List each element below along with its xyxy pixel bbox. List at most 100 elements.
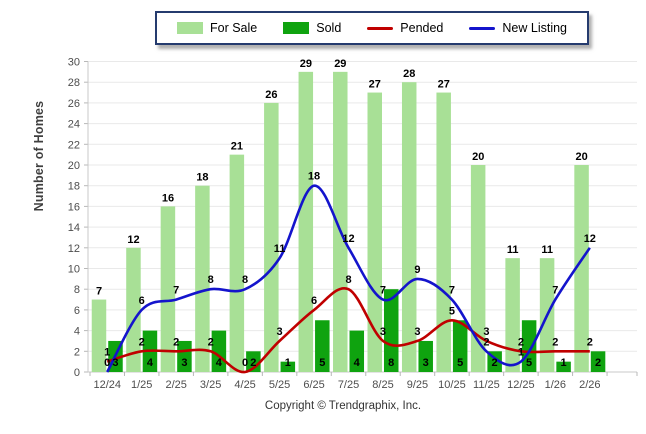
- svg-text:20: 20: [472, 151, 484, 163]
- svg-text:4: 4: [74, 326, 80, 338]
- svg-text:2: 2: [518, 336, 524, 348]
- svg-text:9: 9: [414, 264, 420, 276]
- svg-text:12: 12: [68, 243, 80, 255]
- svg-text:2: 2: [139, 336, 145, 348]
- svg-text:0: 0: [104, 357, 110, 369]
- svg-text:7: 7: [380, 285, 386, 297]
- svg-text:1: 1: [518, 347, 524, 359]
- svg-text:18: 18: [196, 172, 208, 184]
- svg-text:2: 2: [492, 357, 498, 369]
- svg-text:3: 3: [423, 357, 429, 369]
- svg-text:6: 6: [74, 305, 80, 317]
- svg-text:11: 11: [274, 243, 286, 255]
- svg-text:22: 22: [68, 139, 80, 151]
- svg-text:2: 2: [595, 357, 601, 369]
- svg-text:12: 12: [584, 233, 596, 245]
- svg-text:5: 5: [526, 357, 532, 369]
- svg-text:3: 3: [414, 326, 420, 338]
- svg-text:29: 29: [300, 58, 312, 70]
- svg-text:7: 7: [449, 285, 455, 297]
- svg-text:9/25: 9/25: [407, 379, 428, 391]
- svg-text:11/25: 11/25: [473, 379, 500, 391]
- svg-text:2/25: 2/25: [165, 379, 186, 391]
- svg-text:24: 24: [68, 119, 80, 131]
- svg-text:2: 2: [74, 346, 80, 358]
- svg-text:18: 18: [308, 171, 320, 183]
- pended-line: [106, 286, 590, 374]
- svg-text:3/25: 3/25: [200, 379, 221, 391]
- svg-text:8: 8: [388, 357, 394, 369]
- svg-text:12/25: 12/25: [507, 379, 535, 391]
- svg-text:20: 20: [575, 151, 587, 163]
- svg-text:2: 2: [483, 336, 489, 348]
- svg-text:8: 8: [345, 274, 351, 286]
- svg-text:1/26: 1/26: [545, 379, 566, 391]
- svg-text:4/25: 4/25: [234, 379, 255, 391]
- svg-text:21: 21: [231, 141, 243, 153]
- svg-text:2/26: 2/26: [579, 379, 600, 391]
- svg-text:3: 3: [483, 326, 489, 338]
- legend-item-for-sale: For Sale: [177, 21, 257, 35]
- svg-text:3: 3: [181, 357, 187, 369]
- new-listing-line: [106, 184, 591, 373]
- svg-text:7: 7: [552, 285, 558, 297]
- svg-text:2: 2: [552, 336, 558, 348]
- legend-label-new-listing: New Listing: [502, 21, 568, 35]
- svg-text:26: 26: [68, 98, 80, 110]
- svg-text:16: 16: [162, 192, 174, 204]
- svg-text:12: 12: [127, 234, 139, 246]
- svg-text:0: 0: [74, 367, 80, 379]
- svg-text:4: 4: [216, 357, 223, 369]
- svg-text:5: 5: [457, 357, 463, 369]
- svg-text:11: 11: [541, 244, 553, 256]
- svg-text:7: 7: [173, 285, 179, 297]
- svg-text:1: 1: [285, 357, 291, 369]
- svg-text:3: 3: [277, 326, 283, 338]
- svg-text:4: 4: [147, 357, 154, 369]
- legend-label-for-sale: For Sale: [210, 21, 258, 35]
- sold-swatch-icon: [283, 22, 310, 34]
- svg-text:26: 26: [265, 89, 277, 101]
- svg-text:8: 8: [208, 274, 214, 286]
- legend-item-new-listing: New Listing: [469, 21, 567, 35]
- svg-text:7: 7: [96, 286, 102, 298]
- svg-text:2: 2: [208, 336, 214, 348]
- svg-text:16: 16: [68, 201, 80, 213]
- svg-text:0: 0: [242, 357, 248, 369]
- svg-text:3: 3: [380, 326, 386, 338]
- svg-text:8: 8: [74, 284, 80, 296]
- svg-text:14: 14: [68, 222, 80, 234]
- svg-text:6: 6: [139, 295, 145, 307]
- svg-text:12: 12: [342, 233, 354, 245]
- svg-text:6: 6: [311, 295, 317, 307]
- svg-text:4: 4: [354, 357, 361, 369]
- chart-legend: For Sale Sold Pended New Listing: [155, 11, 590, 45]
- svg-text:12/24: 12/24: [93, 379, 121, 391]
- svg-text:8: 8: [242, 274, 248, 286]
- for-sale-swatch-icon: [177, 22, 203, 34]
- svg-text:7/25: 7/25: [338, 379, 359, 391]
- svg-text:1: 1: [560, 357, 566, 369]
- svg-text:1: 1: [104, 347, 110, 359]
- svg-text:28: 28: [403, 68, 415, 80]
- svg-text:2: 2: [173, 336, 179, 348]
- bars-sold: [108, 289, 606, 372]
- svg-text:27: 27: [369, 79, 381, 91]
- svg-text:2: 2: [587, 336, 593, 348]
- copyright-text: Copyright © Trendgraphix, Inc.: [264, 400, 422, 412]
- legend-label-sold: Sold: [316, 21, 342, 35]
- svg-text:3: 3: [112, 357, 118, 369]
- legend-item-pended: Pended: [367, 21, 443, 35]
- svg-text:30: 30: [68, 57, 80, 69]
- svg-text:6/25: 6/25: [303, 379, 324, 391]
- svg-text:1/25: 1/25: [131, 379, 152, 391]
- svg-text:5: 5: [319, 357, 325, 369]
- new-listing-line-swatch-icon: [469, 26, 496, 30]
- svg-text:5/25: 5/25: [269, 379, 290, 391]
- pended-line-swatch-icon: [367, 26, 394, 30]
- svg-text:8/25: 8/25: [372, 379, 393, 391]
